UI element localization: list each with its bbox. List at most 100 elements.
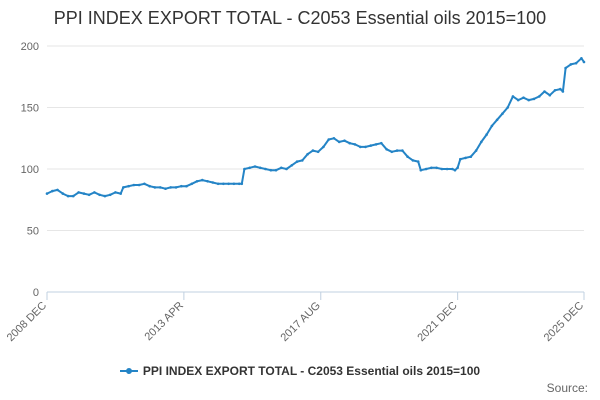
data-point[interactable] [353,143,357,146]
data-point[interactable] [51,189,54,193]
data-point[interactable] [559,87,562,91]
data-point[interactable] [82,192,86,195]
data-point[interactable] [469,155,473,158]
data-point[interactable] [453,168,457,172]
data-point[interactable] [532,97,536,101]
data-point[interactable] [201,178,204,182]
data-point[interactable] [243,167,246,171]
series-line[interactable] [46,57,585,198]
data-point[interactable] [311,149,315,152]
data-point[interactable] [93,191,96,194]
data-point[interactable] [385,148,388,151]
data-point[interactable] [561,90,565,93]
data-point[interactable] [495,118,499,122]
data-point[interactable] [216,182,220,186]
data-point[interactable] [119,192,122,195]
data-point[interactable] [553,89,557,92]
data-point[interactable] [295,160,299,163]
data-point[interactable] [72,194,75,198]
data-point[interactable] [419,168,423,172]
data-point[interactable] [337,140,341,144]
data-point[interactable] [411,159,415,162]
data-point[interactable] [222,182,225,186]
data-point[interactable] [280,166,283,170]
data-point[interactable] [114,191,117,194]
data-point[interactable] [45,192,49,195]
data-point[interactable] [227,182,230,186]
data-point[interactable] [290,164,294,167]
data-point[interactable] [580,57,583,60]
data-point[interactable] [103,194,107,198]
data-point[interactable] [416,160,420,163]
data-point[interactable] [343,139,346,142]
data-point[interactable] [327,138,331,141]
data-point[interactable] [56,188,59,192]
data-point[interactable] [451,167,454,171]
data-point[interactable] [190,182,194,186]
data-point[interactable] [511,95,515,98]
data-point[interactable] [127,184,130,188]
data-point[interactable] [445,167,449,171]
data-point[interactable] [174,186,178,189]
data-point[interactable] [401,149,404,152]
data-point[interactable] [369,144,373,147]
data-point[interactable] [143,182,146,186]
data-point[interactable] [380,141,383,145]
data-point[interactable] [258,166,262,170]
data-point[interactable] [430,166,433,170]
data-point[interactable] [516,98,520,102]
data-point[interactable] [264,167,267,171]
data-point[interactable] [132,183,136,187]
data-point[interactable] [211,181,215,184]
data-point[interactable] [206,180,209,183]
data-point[interactable] [569,63,573,66]
data-point[interactable] [506,106,510,109]
data-point[interactable] [240,182,244,186]
data-point[interactable] [374,143,378,146]
data-point[interactable] [153,186,157,189]
data-point[interactable] [480,140,483,144]
legend[interactable]: PPI INDEX EXPORT TOTAL - C2053 Essential… [0,364,600,378]
data-point[interactable] [77,191,80,194]
data-point[interactable] [548,93,552,97]
data-point[interactable] [485,133,488,136]
data-point[interactable] [66,194,70,198]
data-point[interactable] [248,166,251,170]
data-point[interactable] [424,167,428,171]
data-point[interactable] [122,186,125,189]
data-point[interactable] [158,186,162,189]
data-point[interactable] [538,95,541,98]
data-point[interactable] [108,193,112,197]
data-point[interactable] [253,165,257,168]
data-point[interactable] [456,166,459,170]
data-point[interactable] [232,182,236,186]
data-point[interactable] [98,193,101,197]
data-point[interactable] [474,149,478,152]
data-point[interactable] [322,145,325,149]
data-point[interactable] [180,184,183,188]
data-point[interactable] [582,60,586,64]
data-point[interactable] [185,184,188,188]
data-point[interactable] [237,182,241,186]
data-point[interactable] [195,180,199,183]
data-point[interactable] [137,183,141,187]
data-point[interactable] [306,152,309,156]
data-point[interactable] [527,98,530,102]
data-point[interactable] [564,66,567,70]
data-point[interactable] [274,168,278,172]
data-point[interactable] [316,150,320,154]
data-point[interactable] [490,124,494,128]
data-point[interactable] [61,192,65,195]
data-point[interactable] [543,90,546,93]
data-point[interactable] [332,137,336,140]
data-point[interactable] [459,157,462,161]
data-point[interactable] [364,145,367,149]
data-point[interactable] [395,149,399,152]
data-point[interactable] [348,141,352,145]
data-point[interactable] [435,166,438,170]
data-point[interactable] [169,186,172,189]
data-point[interactable] [501,112,504,115]
data-point[interactable] [359,145,362,149]
data-point[interactable] [574,61,578,65]
data-point[interactable] [164,187,167,190]
